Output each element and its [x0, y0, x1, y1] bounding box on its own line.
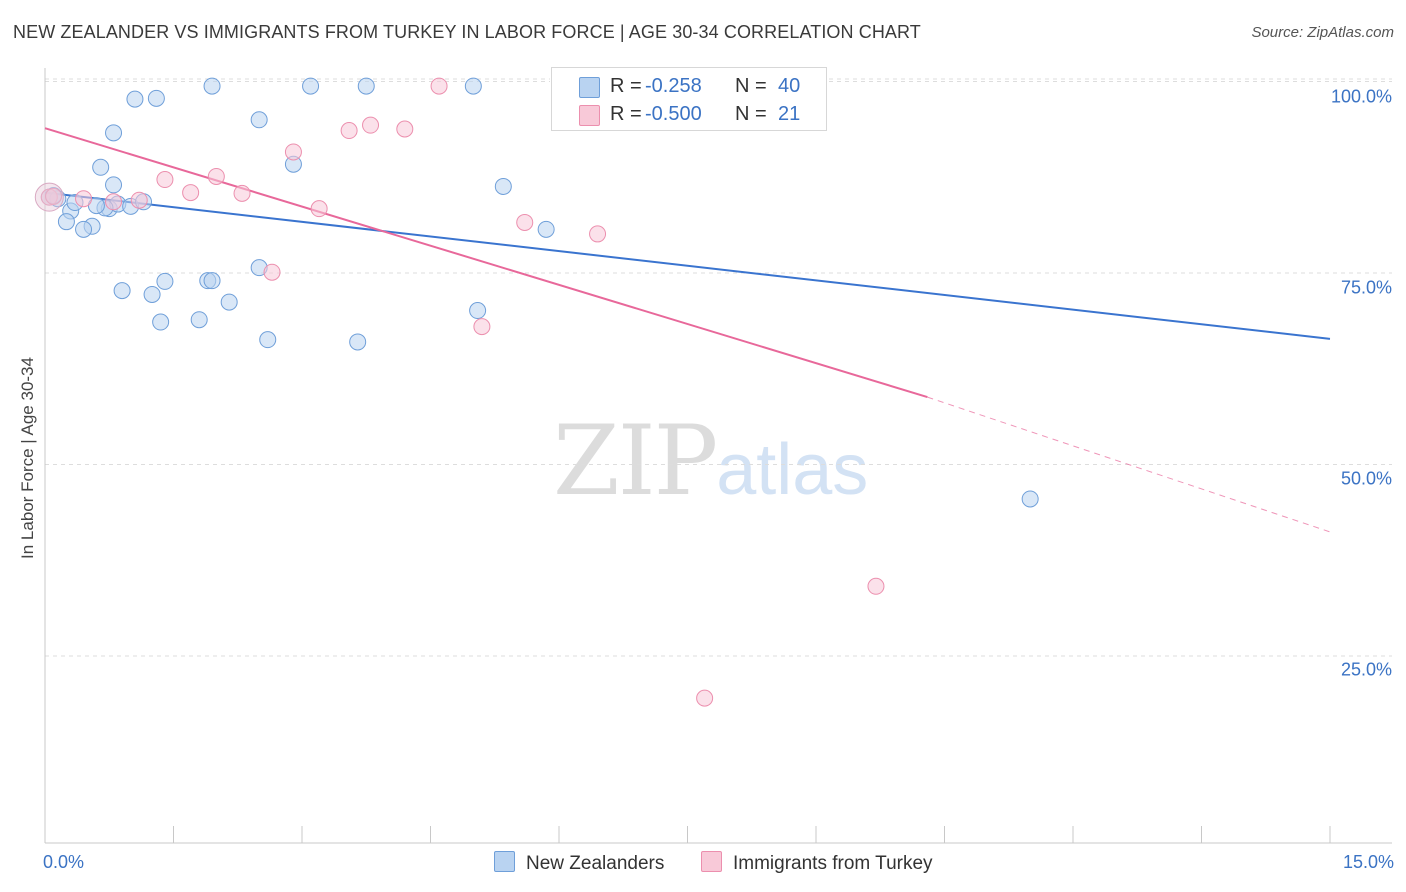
- watermark: ZIPatlas: [553, 405, 868, 517]
- legend-row-new-zealanders: R = -0.258 N = 40: [552, 73, 826, 101]
- legend-n-label: N =: [735, 75, 767, 97]
- trend-line-immigrant-turkey: [44, 127, 928, 399]
- point-new-zealander: [156, 272, 174, 290]
- point-new-zealander: [143, 285, 161, 303]
- point-immigrant-turkey: [362, 116, 380, 134]
- point-new-zealander: [1021, 490, 1039, 508]
- point-new-zealander: [203, 272, 221, 290]
- series-legend-immigrants-from-turkey: Immigrants from Turkey: [701, 851, 933, 875]
- legend-n-value: 40: [778, 75, 801, 97]
- trend-line-extension-immigrant-turkey: [927, 396, 1331, 533]
- point-immigrant-turkey: [310, 200, 328, 218]
- point-new-zealander: [57, 213, 75, 231]
- y-axis-title: In Labor Force | Age 30-34: [18, 357, 37, 559]
- point-immigrant-turkey: [516, 213, 534, 231]
- point-new-zealander: [203, 77, 221, 95]
- series-label: New Zealanders: [526, 853, 665, 874]
- point-new-zealander: [105, 176, 123, 194]
- y-tick-label-100: 100.0%: [1330, 86, 1392, 107]
- legend-row-immigrants-from-turkey: R = -0.500 N = 21: [552, 101, 826, 129]
- point-new-zealander: [105, 124, 123, 142]
- point-new-zealander: [349, 333, 367, 351]
- point-new-zealander: [190, 311, 208, 329]
- point-immigrant-turkey: [340, 122, 358, 140]
- y-tick-label-50: 50.0%: [1340, 468, 1392, 489]
- point-new-zealander: [469, 302, 487, 320]
- point-immigrant-turkey: [156, 171, 174, 189]
- y-tick-label-75: 75.0%: [1340, 277, 1392, 298]
- point-immigrant-turkey: [263, 263, 281, 281]
- point-immigrant-turkey: [45, 187, 63, 205]
- legend-r-value: -0.258: [645, 75, 702, 97]
- point-immigrant-turkey: [696, 689, 714, 707]
- point-immigrant-turkey: [182, 184, 200, 202]
- series-swatch-pink: [701, 851, 722, 872]
- legend-n-value: 21: [778, 103, 801, 125]
- gridlines: [45, 78, 1392, 657]
- legend-swatch-pink: [579, 105, 600, 126]
- y-tick-label-25: 25.0%: [1340, 659, 1392, 680]
- point-immigrant-turkey: [396, 120, 414, 138]
- point-new-zealander: [302, 77, 320, 95]
- point-new-zealander: [126, 90, 144, 108]
- point-new-zealander: [220, 293, 238, 311]
- series-legend-new-zealanders: New Zealanders: [494, 851, 664, 875]
- point-new-zealander: [92, 158, 110, 176]
- legend-swatch-blue: [579, 77, 600, 98]
- point-cluster-overlap: [34, 182, 64, 212]
- source-label: Source: ZipAtlas.com: [1251, 24, 1394, 41]
- point-new-zealander: [147, 89, 165, 107]
- point-new-zealander: [113, 282, 131, 300]
- series-label: Immigrants from Turkey: [733, 853, 933, 874]
- point-immigrant-turkey: [207, 167, 225, 185]
- legend-r-label: R =: [610, 103, 642, 125]
- chart-title: NEW ZEALANDER VS IMMIGRANTS FROM TURKEY …: [13, 22, 921, 42]
- point-immigrant-turkey: [233, 184, 251, 202]
- series-swatch-blue: [494, 851, 515, 872]
- point-immigrant-turkey: [473, 318, 491, 336]
- x-tick-label-min: 0.0%: [43, 852, 85, 872]
- legend-n-label: N =: [735, 103, 767, 125]
- point-immigrant-turkey: [105, 193, 123, 211]
- point-new-zealander: [357, 77, 375, 95]
- point-immigrant-turkey: [867, 577, 885, 595]
- point-immigrant-turkey: [284, 143, 302, 161]
- point-new-zealander: [250, 111, 268, 129]
- point-new-zealander: [259, 331, 277, 349]
- trend-lines: [44, 127, 1331, 533]
- data-points: [34, 77, 1039, 707]
- watermark-atlas: atlas: [716, 430, 869, 510]
- watermark-zip: ZIP: [553, 405, 718, 517]
- point-new-zealander: [152, 313, 170, 331]
- point-immigrant-turkey: [430, 77, 448, 95]
- legend-r-label: R =: [610, 75, 642, 97]
- axes: [44, 68, 1392, 844]
- point-immigrant-turkey: [130, 191, 148, 209]
- point-new-zealander: [75, 220, 93, 238]
- point-new-zealander: [464, 77, 482, 95]
- x-tick-label-max: 15.0%: [1342, 852, 1394, 872]
- trend-line-new-zealander: [44, 191, 1331, 340]
- legend-r-value: -0.500: [645, 103, 702, 125]
- point-new-zealander: [494, 177, 512, 195]
- point-new-zealander: [537, 220, 555, 238]
- point-immigrant-turkey: [75, 190, 93, 208]
- correlation-legend: R = -0.258 N = 40 R = -0.500 N = 21: [551, 67, 827, 131]
- point-immigrant-turkey: [589, 225, 607, 243]
